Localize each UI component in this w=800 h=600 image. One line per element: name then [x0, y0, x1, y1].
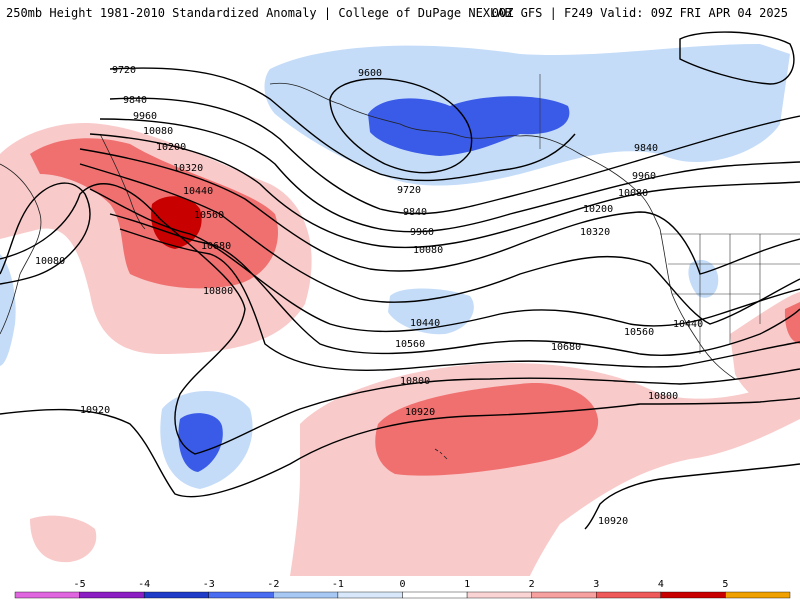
colorbar-swatch [208, 591, 274, 599]
alaska-coastline [269, 82, 661, 230]
contour-label: 10080 [413, 245, 443, 256]
colorbar-tick-label: 0 [399, 579, 405, 590]
contour-10440 [89, 188, 800, 333]
contour-label: 10200 [156, 142, 186, 153]
contour-label: 10920 [598, 516, 628, 527]
contour-label: 9720 [112, 65, 136, 76]
contour-label: 10920 [405, 407, 435, 418]
contour-10800 [0, 183, 800, 455]
contour-10560 [109, 213, 800, 356]
contour-label: 10320 [173, 163, 203, 174]
contour-label: 9840 [403, 207, 427, 218]
contour-label: 10320 [580, 227, 610, 238]
colorbar-swatch [337, 591, 403, 599]
contour-label: 10080 [143, 126, 173, 137]
positive-anomaly-weak-sw [30, 515, 97, 563]
hawaii-islands [434, 448, 448, 460]
contour-9960 [99, 118, 800, 233]
colorbar-swatch [79, 591, 145, 599]
contour-label: 10800 [203, 286, 233, 297]
contour-label: 10680 [201, 241, 231, 252]
colorbar-tick-label: 2 [529, 579, 535, 590]
contour-label: 10440 [673, 319, 703, 330]
contour-label: 9840 [634, 143, 658, 154]
anomaly-map: 9720 9840 9960 10080 10200 10320 10440 1… [0, 24, 800, 576]
positive-anomaly-strong-west-pacific [151, 196, 202, 249]
colorbar-tick-label: 4 [658, 579, 664, 590]
contour-label: 10560 [624, 327, 654, 338]
contour-label: 10800 [400, 376, 430, 387]
colorbar-bar [14, 591, 791, 599]
colorbar-swatch [531, 591, 597, 599]
state-borders [539, 74, 800, 354]
colorbar-swatch [660, 591, 726, 599]
contour-label: 10080 [618, 188, 648, 199]
contour-10920 [0, 397, 800, 498]
contour-label: 9960 [410, 227, 434, 238]
colorbar-swatch [596, 591, 662, 599]
colorbar-swatch [143, 591, 209, 599]
colorbar-swatch [273, 591, 339, 599]
map-title: 250mb Height 1981-2010 Standardized Anom… [6, 6, 512, 20]
colorbar-tick-label: -2 [267, 579, 279, 590]
negative-anomaly-strong-central [178, 413, 223, 472]
contour-10680 [119, 228, 800, 371]
contour-10200 [79, 148, 800, 275]
title-bar: 250mb Height 1981-2010 Standardized Anom… [0, 0, 800, 24]
contour-label: 10080 [35, 256, 65, 267]
positive-anomaly-mid-subtropical [375, 383, 599, 476]
colorbar-tick-label: -3 [203, 579, 215, 590]
colorbar-swatch [725, 591, 791, 599]
contour-label: 9840 [123, 95, 147, 106]
contour-labels: 9720 9840 9960 10080 10200 10320 10440 1… [35, 65, 703, 527]
contour-upper-right [679, 31, 795, 85]
colorbar-swatch [402, 591, 468, 599]
west-us-coastline [659, 228, 736, 380]
colorbar-tick-label: 3 [593, 579, 599, 590]
colorbar-tick-label: 1 [464, 579, 470, 590]
positive-anomaly-east-edge [730, 292, 800, 419]
colorbar-swatch [466, 591, 532, 599]
negative-anomaly-weak-sw-us [688, 260, 719, 298]
colorbar-tick-label: -5 [74, 579, 86, 590]
contour-label: 9960 [632, 171, 656, 182]
colorbar-tick-label: -1 [332, 579, 344, 590]
contour-label: 9960 [133, 111, 157, 122]
contour-9840 [109, 97, 800, 215]
contour-9600 [329, 77, 473, 174]
contour-label: 10560 [194, 210, 224, 221]
contour-label: 10800 [648, 391, 678, 402]
contour-10080 [89, 133, 800, 249]
contour-label: 9600 [358, 68, 382, 79]
model-run-info: 00Z GFS | F249 Valid: 09Z FRI APR 04 202… [491, 6, 788, 20]
anomaly-shading [0, 44, 800, 576]
contour-label: 10440 [183, 186, 213, 197]
colorbar-legend: -5 -4 -3 -2 -1 0 1 2 3 4 5 [0, 576, 800, 600]
contour-label: 9720 [397, 185, 421, 196]
contour-10080-west [0, 182, 91, 285]
contour-9720 [109, 67, 576, 182]
contour-10920-south [584, 463, 800, 530]
contour-label: 10440 [410, 318, 440, 329]
contour-label: 10200 [583, 204, 613, 215]
colorbar-tick-label: 5 [722, 579, 728, 590]
contour-label: 10560 [395, 339, 425, 350]
height-contours [0, 31, 800, 530]
colorbar-labels: -5 -4 -3 -2 -1 0 1 2 3 4 5 [74, 579, 729, 590]
negative-anomaly-weak-pacific [388, 288, 474, 335]
contour-10320 [79, 163, 800, 325]
colorbar-swatch [14, 591, 80, 599]
asia-coastline [0, 163, 42, 335]
contour-label: 10920 [80, 405, 110, 416]
colorbar-tick-label: -4 [138, 579, 150, 590]
contour-label: 10680 [551, 342, 581, 353]
